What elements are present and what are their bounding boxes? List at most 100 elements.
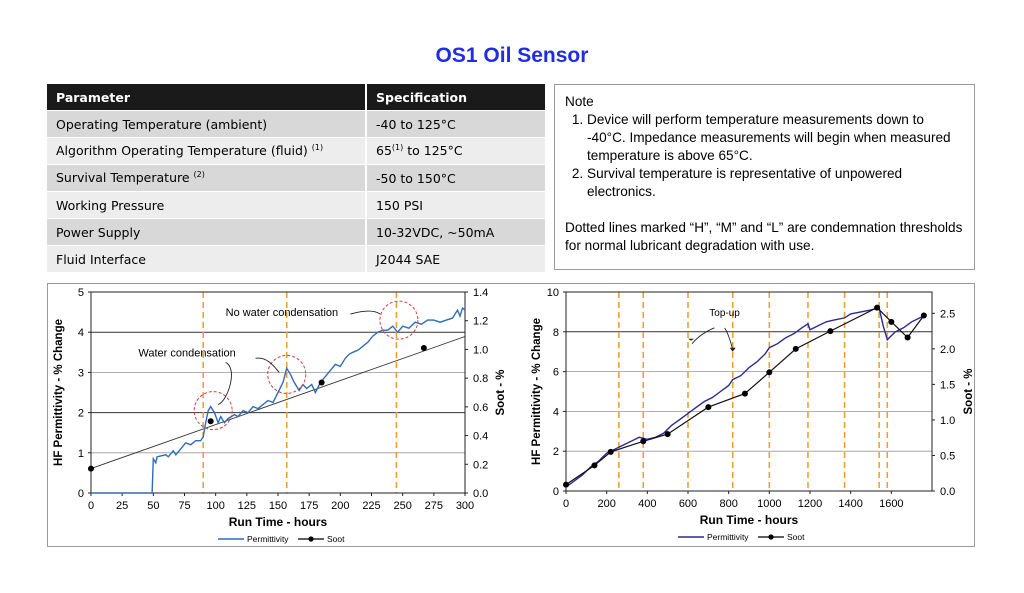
y2-tick-label: 0.4 [473,431,488,443]
spec-table: Parameter Specification Operating Temper… [47,84,545,272]
spec-param: Algorithm Operating Temperature (fluid) … [47,137,366,165]
y2-axis-label: Soot - % [495,370,507,416]
spec-param-text: Survival Temperature [56,170,194,186]
soot-point [607,448,614,455]
y-tick-label: 5 [78,287,84,299]
spec-value: -40 to 125°C [365,110,545,138]
y-tick-label: 4 [553,406,559,418]
spec-row: Algorithm Operating Temperature (fluid) … [47,137,545,165]
x-tick-label: 175 [300,500,318,512]
y2-tick-label: 0.5 [940,450,955,462]
spec-param-text: Operating Temperature (ambient) [56,116,268,132]
spec-row: Operating Temperature (ambient) -40 to 12… [47,110,545,138]
spec-row: Power Supply 10-32VDC, ~50mA [47,218,545,246]
y2-tick-label: 1.2 [473,316,488,328]
x-tick-label: 200 [597,498,615,510]
note-item-2: Survival temperature is representative o… [587,165,964,201]
y2-tick-label: 2.5 [940,308,955,320]
soot-trend-line [90,336,466,470]
spec-param: Survival Temperature (2) [47,164,366,192]
soot-point [420,344,427,351]
spec-value-text: -40 to 125°C [376,116,456,132]
x-tick-label: 0 [563,498,569,510]
soot-point [920,312,927,319]
spec-value-text: 65 [376,143,392,159]
note-box: Note Device will perform temperature mea… [554,84,975,270]
annotation-leader [255,357,280,373]
annotation-leader [691,327,715,345]
spec-param-text: Power Supply [56,224,141,240]
y-tick-label: 10 [547,287,559,299]
annotation-no-water: No water condensation [226,307,339,319]
x-tick-label: 300 [456,500,474,512]
series-permittivity-line [565,307,925,488]
note-item-1: Device will perform temperature measurem… [587,111,964,165]
annotation-leader [724,327,734,350]
spec-table-body: Operating Temperature (ambient) -40 to 12… [47,110,545,272]
x-tick-label: 275 [425,500,443,512]
y2-axis-label: Soot - % [963,369,975,415]
header-specification: Specification [365,84,545,111]
charts-panel: 0 25 50 75 100 125 150 175 200 225 250 275 300 0 1 2 3 4 5… [47,283,975,547]
soot-point [766,369,773,376]
y-tick-label: 3 [78,367,84,379]
spec-param: Working Pressure [47,191,366,219]
x-tick-label: 150 [269,500,287,512]
x-tick-label: 1000 [757,498,781,510]
annotation-circle [379,300,419,340]
x-tick-label: 1600 [879,498,903,510]
soot-point [640,438,647,445]
spec-param-text: Algorithm Operating Temperature (fluid) [56,143,312,159]
note-heading: Note [565,94,594,109]
x-tick-label: 225 [362,500,380,512]
spec-value-text: 10-32VDC, ~50mA [376,224,495,240]
spec-param-footnote: (1) [311,143,324,153]
soot-point [904,334,911,341]
y-axis-label: HF Permittivity - % Change [53,319,65,466]
y-tick-label: 0 [553,486,559,498]
spec-value-footnote: (1) [391,143,404,153]
plot-frame [565,291,933,492]
spec-row: Survival Temperature (2) -50 to 150°C [47,164,545,192]
header-parameter: Parameter [47,84,366,111]
y-tick-label: 1 [78,448,84,460]
soot-point [827,328,834,335]
x-tick-label: 100 [206,500,224,512]
x-tick-label: 200 [331,500,349,512]
spec-param-footnote: (2) [193,170,205,180]
y-tick-label: 6 [553,367,559,379]
x-tick-label: 50 [147,500,159,512]
x-tick-label: 25 [116,500,128,512]
spec-value-text: J2044 SAE [376,251,441,267]
soot-point [318,379,325,386]
soot-point [741,390,748,397]
spec-param: Fluid Interface [47,245,366,272]
legend-soot-marker [308,536,314,542]
y-tick-label: 2 [553,446,559,458]
spec-value: 10-32VDC, ~50mA [365,218,545,246]
x-tick-label: 75 [178,500,190,512]
chart-right: 0 200 400 600 800 1000 1200 1400 1600 0 2 4 6 8 10 0.0 0… [531,287,975,542]
y2-tick-label: 0.8 [473,373,488,385]
x-tick-label: 400 [638,498,656,510]
y-axis-label: HF Permittivity - % Change [531,318,543,465]
annotation-leader [217,361,232,405]
x-tick-label: 600 [679,498,697,510]
page-title: OS1 Oil Sensor [435,44,589,67]
annotation-circle [193,391,233,431]
x-tick-label: 800 [719,498,737,510]
y2-tick-label: 1.4 [473,287,488,299]
spec-value: J2044 SAE [365,245,545,272]
y2-tick-label: 0.0 [940,486,955,498]
y2-tick-label: 1.0 [940,415,955,427]
spec-row: Working Pressure 150 PSI [47,191,545,219]
spec-value-rest: to 125°C [403,143,463,159]
y2-tick-label: 0.6 [473,402,488,414]
y-tick-label: 8 [553,327,559,339]
spec-value-text: 150 PSI [376,197,423,213]
spec-param: Power Supply [47,218,366,246]
annotation-arrowhead [729,347,736,352]
chart-left: 0 25 50 75 100 125 150 175 200 225 250 275 300 0 1 2 3 4 5… [53,287,507,544]
soot-point [888,318,895,325]
spec-value: -50 to 150°C [365,164,545,192]
